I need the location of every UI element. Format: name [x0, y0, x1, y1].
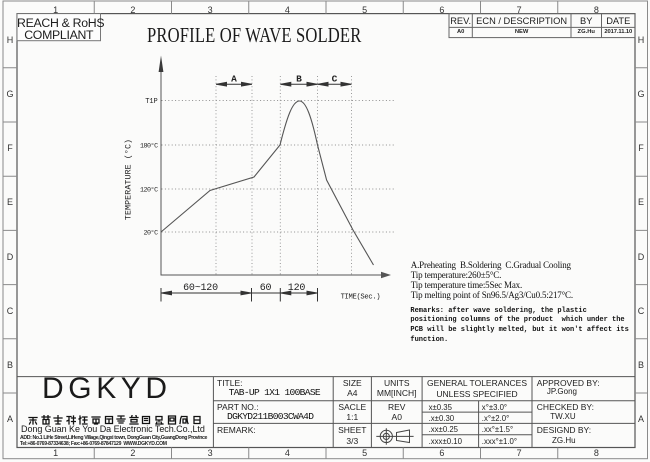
svg-text:120°C: 120°C	[140, 186, 158, 195]
svg-text:TIME(Sec.): TIME(Sec.)	[341, 293, 381, 301]
svg-text:TEMPERATURE (°C): TEMPERATURE (°C)	[124, 139, 134, 220]
svg-text:A: A	[231, 74, 237, 85]
svg-text:60: 60	[260, 283, 272, 294]
svg-text:20°C: 20°C	[144, 229, 159, 238]
svg-text:C: C	[332, 74, 338, 85]
svg-text:120: 120	[288, 283, 306, 294]
svg-text:T1P: T1P	[145, 98, 157, 106]
svg-text:180°C: 180°C	[140, 142, 158, 151]
svg-text:60~120: 60~120	[183, 283, 218, 294]
svg-text:B: B	[296, 74, 302, 85]
